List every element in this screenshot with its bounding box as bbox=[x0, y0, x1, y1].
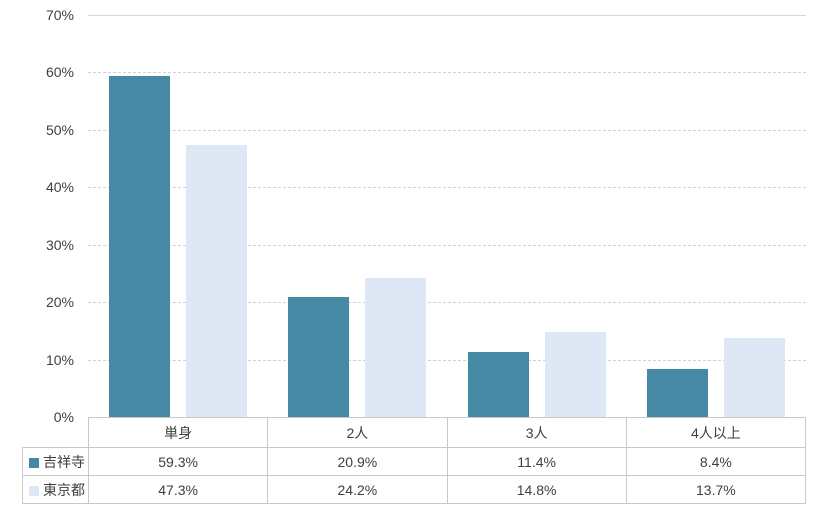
category-header: 4人以上 bbox=[625, 417, 807, 448]
bar-series1-cat1 bbox=[365, 278, 427, 417]
value-cell: 47.3% bbox=[87, 475, 269, 504]
gridline bbox=[88, 244, 806, 246]
value-cell: 13.7% bbox=[625, 475, 807, 504]
series-name: 東京都 bbox=[43, 481, 85, 498]
bar-series0-cat2 bbox=[467, 351, 529, 417]
bar-series1-cat3 bbox=[724, 338, 786, 417]
bar-series0-cat3 bbox=[647, 368, 709, 417]
table-row: 東京都 47.3% 24.2% 14.8% 13.7% bbox=[22, 475, 807, 504]
table-corner-cell bbox=[22, 417, 89, 448]
bar-series0-cat1 bbox=[288, 296, 350, 417]
legend-key-icon bbox=[29, 457, 39, 468]
table-row: 吉祥寺 59.3% 20.9% 11.4% 8.4% bbox=[22, 447, 807, 476]
category-header: 2人 bbox=[267, 417, 448, 448]
value-cell: 59.3% bbox=[87, 447, 269, 476]
bar-series0-cat0 bbox=[108, 76, 170, 417]
value-cell: 11.4% bbox=[446, 447, 627, 476]
legend-cell: 東京都 bbox=[22, 475, 89, 504]
category-header: 3人 bbox=[446, 417, 627, 448]
y-tick-label: 20% bbox=[45, 294, 74, 311]
gridline bbox=[88, 15, 806, 16]
bar-series1-cat2 bbox=[544, 332, 606, 417]
y-tick-label: 30% bbox=[45, 236, 74, 253]
legend-key-icon bbox=[29, 485, 39, 496]
legend-cell: 吉祥寺 bbox=[22, 447, 89, 476]
series-name: 吉祥寺 bbox=[43, 453, 85, 470]
category-header: 単身 bbox=[87, 417, 269, 448]
value-cell: 20.9% bbox=[267, 447, 448, 476]
bar-series1-cat0 bbox=[185, 145, 247, 417]
value-cell: 8.4% bbox=[625, 447, 807, 476]
gridline bbox=[88, 129, 806, 131]
value-cell: 14.8% bbox=[446, 475, 627, 504]
gridline bbox=[88, 72, 806, 74]
y-tick-label: 50% bbox=[45, 121, 74, 138]
gridline bbox=[88, 359, 806, 361]
gridline bbox=[88, 187, 806, 189]
y-tick-label: 70% bbox=[45, 7, 74, 23]
y-tick-label: 60% bbox=[45, 64, 74, 81]
y-tick-label: 10% bbox=[45, 351, 74, 368]
value-cell: 24.2% bbox=[267, 475, 448, 504]
y-tick-label: 40% bbox=[45, 179, 74, 196]
data-table: 単身 2人 3人 4人以上 吉祥寺 59.3% 20.9% 11.4% 8.4% 東京都 47.3%… bbox=[22, 417, 807, 504]
plot-area bbox=[88, 15, 806, 417]
gridline bbox=[88, 302, 806, 304]
